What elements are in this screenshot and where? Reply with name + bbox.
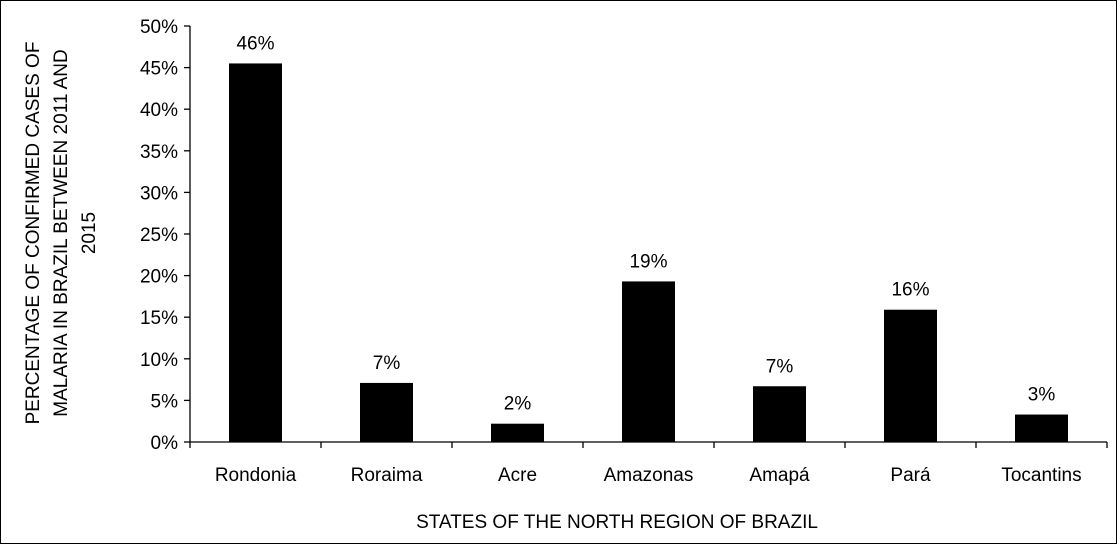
x-tick-label: Tocantins bbox=[1001, 465, 1081, 486]
x-tick-label: Acre bbox=[498, 465, 537, 486]
x-axis: Rondonia Roraima Acre Amazonas Amapá Pará Toca… bbox=[189, 441, 1108, 486]
bar-amapá bbox=[753, 386, 806, 442]
data-label: 16% bbox=[891, 280, 929, 301]
x-tick-label: Pará bbox=[890, 465, 931, 486]
y-tick-label: 35% bbox=[140, 142, 178, 163]
y-axis-title-line-2: MALARIA IN BRAZIL BETWEEN 2011 AND bbox=[51, 49, 72, 416]
y-tick-label: 10% bbox=[140, 350, 178, 371]
bars bbox=[229, 63, 1068, 442]
y-tick-label: 5% bbox=[151, 391, 179, 412]
y-axis: 0% 5% 10% 15% 20% 25% 30% 35% 40% 45% 50% bbox=[140, 17, 191, 454]
x-tick-label: Roraima bbox=[351, 465, 423, 486]
data-labels: 46% 7% 2% 19% 7% 16% 3% bbox=[236, 33, 1055, 414]
x-tick-label: Amazonas bbox=[604, 465, 694, 486]
bar-tocantins bbox=[1015, 414, 1068, 442]
y-tick-label: 45% bbox=[140, 59, 178, 80]
bar-pará bbox=[884, 309, 937, 442]
x-tick-label: Rondonia bbox=[215, 465, 297, 486]
data-label: 7% bbox=[766, 356, 794, 377]
y-tick-label: 15% bbox=[140, 308, 178, 329]
data-label: 7% bbox=[373, 353, 401, 374]
data-label: 19% bbox=[629, 251, 667, 272]
y-tick-label: 50% bbox=[140, 17, 178, 38]
x-tick-label: Amapá bbox=[749, 465, 810, 486]
y-tick-label: 30% bbox=[140, 183, 178, 204]
bar-rondonia bbox=[229, 63, 282, 442]
y-axis-title-line-1: PERCENTAGE OF CONFIRMED CASES OF bbox=[23, 42, 44, 425]
bar-acre bbox=[491, 423, 544, 442]
y-tick-label: 40% bbox=[140, 100, 178, 121]
y-tick-label: 0% bbox=[151, 433, 179, 454]
y-axis-title-line-3: 2015 bbox=[79, 212, 100, 254]
data-label: 3% bbox=[1028, 385, 1056, 406]
bar-amazonas bbox=[622, 281, 675, 442]
bar-roraima bbox=[360, 382, 413, 442]
y-tick-label: 25% bbox=[140, 225, 178, 246]
x-axis-title: STATES OF THE NORTH REGION OF BRAZIL bbox=[416, 512, 818, 533]
y-tick-label: 20% bbox=[140, 267, 178, 288]
data-label: 2% bbox=[504, 394, 532, 415]
data-label: 46% bbox=[236, 33, 274, 54]
